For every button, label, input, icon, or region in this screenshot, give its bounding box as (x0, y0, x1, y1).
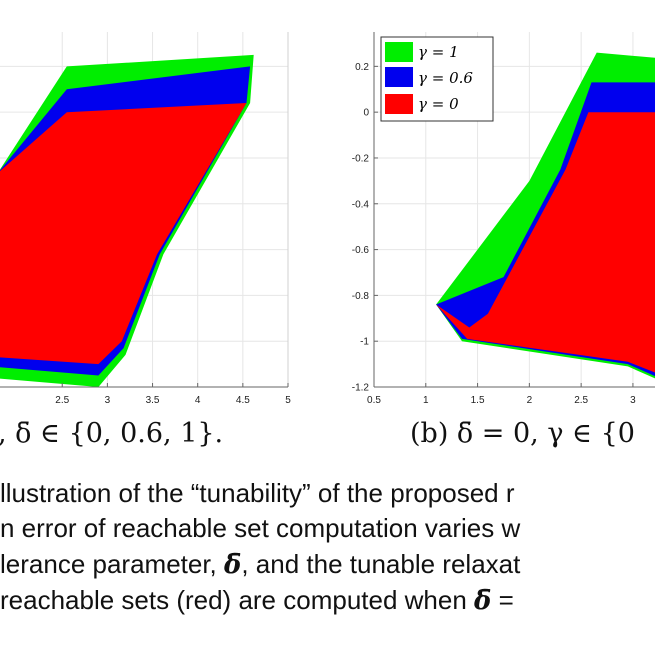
y-tick-label: -0.8 (352, 291, 370, 302)
x-tick-label: 2.5 (574, 395, 588, 406)
panel-b-legend: γ = 1 γ = 0.6 γ = 0 (380, 36, 494, 122)
x-tick-label: 3 (105, 395, 111, 406)
caption-line-4: reachable sets (red) are computed when δ… (0, 585, 514, 616)
panel-b-regions (436, 52, 655, 379)
y-tick-label: -1 (360, 337, 369, 348)
x-tick-label: 3.5 (146, 395, 160, 406)
caption-line-4-b: = (491, 585, 514, 615)
legend-swatch-gamma-1 (385, 42, 413, 62)
legend-label-gamma-1: γ = 1 (418, 43, 459, 61)
legend-swatch-gamma-0.6 (385, 67, 413, 87)
caption-line-3-a: lerance parameter, (0, 549, 225, 579)
x-tick-label: 1.5 (471, 395, 485, 406)
x-tick-label: 3 (630, 395, 636, 406)
subcaption-b: (b) δ̄ = 0, γ ∈ {0 (410, 418, 635, 449)
y-tick-label: -0.6 (352, 245, 370, 256)
caption-line-4-a: reachable sets (red) are computed when (0, 585, 475, 615)
figure-caption: llustration of the “tunability” of the p… (0, 478, 655, 655)
panel-a-regions (0, 54, 254, 387)
legend-label-gamma-0.6: γ = 0.6 (418, 69, 473, 87)
panel-b-x-ticks: 0.5 1 1.5 2 2.5 3 (367, 383, 636, 406)
figure-panels: 2.5 3 3.5 4 4.5 5 0.5 1 1.5 2 2.5 3 0.2 0 -0.2 -0.4 -0… (0, 32, 655, 406)
region-series-2 (0, 103, 247, 365)
x-tick-label: 0.5 (367, 395, 381, 406)
caption-delta-symbol-2: δ̄ (474, 586, 492, 616)
legend-swatch-gamma-0 (385, 94, 413, 114)
x-tick-label: 2.5 (55, 395, 69, 406)
panel-b: 0.5 1 1.5 2 2.5 3 0.20-0.2-0.4-0.6-0.8-1-1.2 … (352, 32, 655, 406)
caption-line-2: n error of reachable set computation var… (0, 513, 521, 543)
panel-b-y-ticks: 0.2 0 -0.2 -0.4 -0.6 -0.8 -1 -1.2 (352, 62, 378, 394)
y-tick-label: 0 (363, 108, 369, 119)
panel-a-x-ticks: 2.5 3 3.5 4 4.5 5 (55, 383, 291, 406)
panel-a: 2.5 3 3.5 4 4.5 5 (0, 32, 291, 406)
y-tick-label: -1.2 (352, 383, 370, 394)
x-tick-label: 1 (423, 395, 429, 406)
y-tick-label: 0.2 (355, 62, 369, 73)
legend-label-gamma-0: γ = 0 (418, 95, 459, 113)
x-tick-label: 4.5 (236, 395, 250, 406)
y-tick-label: -0.4 (352, 199, 370, 210)
region-series-2 (436, 112, 655, 373)
x-tick-label: 4 (195, 395, 201, 406)
y-tick-label: -0.2 (352, 153, 370, 164)
caption-delta-symbol: δ̄ (224, 550, 242, 580)
caption-line-3-b: , and the tunable relaxat (241, 549, 521, 579)
caption-line-3: lerance parameter, δ̄, and the tunable r… (0, 549, 520, 580)
x-tick-label: 2 (527, 395, 533, 406)
x-tick-label: 5 (285, 395, 291, 406)
caption-line-1: llustration of the “tunability” of the p… (0, 478, 515, 508)
subcaption-a: , δ̄ ∈ {0, 0.6, 1}. (0, 418, 224, 449)
